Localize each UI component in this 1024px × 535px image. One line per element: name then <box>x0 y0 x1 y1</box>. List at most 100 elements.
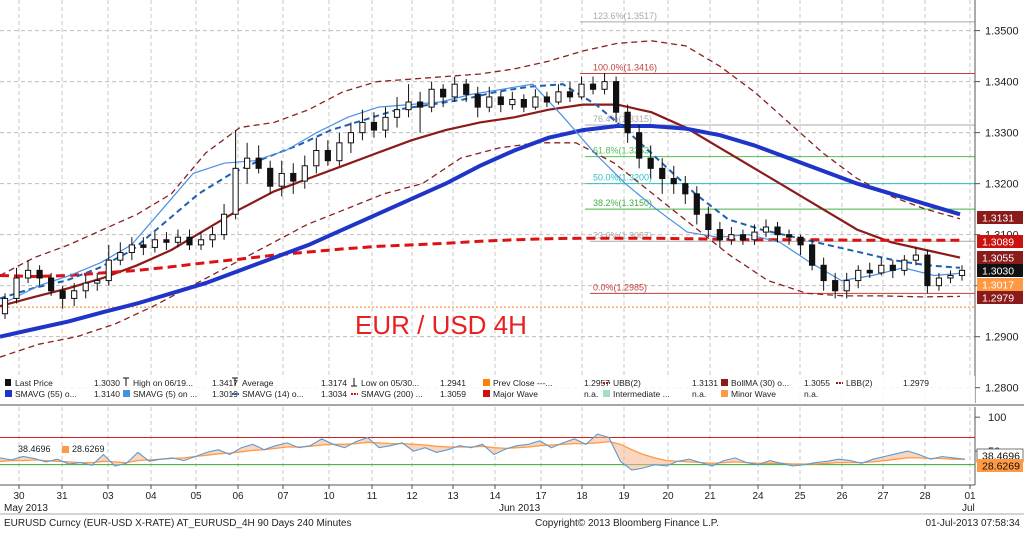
candle-body <box>797 236 804 246</box>
axis-tick-label: 1.3400 <box>985 77 1019 89</box>
grid-layer <box>0 0 975 485</box>
candle-body <box>382 116 389 131</box>
day-label: 07 <box>277 491 289 502</box>
price-tag-box <box>977 264 1023 277</box>
legend-value: 1.2941 <box>440 378 466 388</box>
day-label: 03 <box>102 491 114 502</box>
price-tag-box <box>977 291 1023 304</box>
legend-swatch <box>721 390 728 397</box>
candle-body <box>520 98 527 108</box>
day-label: 05 <box>190 491 202 502</box>
candle-body <box>359 121 366 134</box>
candle-body <box>693 193 700 215</box>
candlestick-series <box>1 72 966 319</box>
day-label: 25 <box>794 491 806 502</box>
day-label: 11 <box>367 491 378 502</box>
candle-body <box>705 213 712 231</box>
candle-body <box>624 111 631 134</box>
candle-body <box>24 269 32 279</box>
fibonacci-levels: 123.6%(1.3517) 100.0%(1.3416) 76.4%(1.3315… <box>580 11 975 294</box>
axis-tick-label: 1.3300 <box>985 128 1019 140</box>
price-tag-label: 1.3089 <box>982 237 1014 249</box>
day-label: 27 <box>877 491 889 502</box>
ma-line-sma5 <box>7 83 966 302</box>
month-label: May 2013 <box>4 503 48 514</box>
legend-label: Prev Close ---... <box>493 378 553 388</box>
legend-value: 1.3059 <box>440 389 466 399</box>
legend-label: Intermediate ... <box>613 389 670 399</box>
candle-body <box>509 98 516 106</box>
candle-body <box>48 277 55 292</box>
candle-body <box>497 96 504 106</box>
candle-body <box>889 264 896 271</box>
oscillator-background <box>0 407 975 485</box>
candle-body <box>924 254 931 287</box>
candle-body <box>313 149 320 167</box>
candle-body <box>670 178 677 185</box>
legend-label: LBB(2) <box>846 378 873 388</box>
candle-body <box>267 167 274 187</box>
candle-body <box>843 280 850 292</box>
candle-body <box>1 297 9 315</box>
fib-label: 100.0%(1.3416) <box>593 62 657 72</box>
legend-value: 1.3034 <box>321 389 347 399</box>
osc-fast-line <box>0 433 966 471</box>
candle-body <box>935 277 943 287</box>
candle-body <box>463 83 470 95</box>
candle-body <box>739 234 747 241</box>
price-axis: 1.35001.34001.33001.32001.31001.30001.29… <box>974 0 1024 403</box>
footer-copyright: Copyright© 2013 Bloomberg Finance L.P. <box>535 518 719 529</box>
axis-tick-label: 1.3200 <box>985 179 1019 191</box>
osc-tick-label: 100 <box>988 412 1006 424</box>
candle-body <box>855 269 862 282</box>
footer-timestamp: 01-Jul-2013 07:58:34 <box>925 518 1020 529</box>
ma-line-bollma <box>0 103 961 308</box>
axis-tick-label: 1.3500 <box>985 26 1019 38</box>
candle-body <box>947 274 954 279</box>
candle-body <box>820 264 827 282</box>
legend-value: 1.3131 <box>692 378 718 388</box>
candle-body <box>728 234 735 241</box>
footer: EURUSD Curncy (EUR-USD X-RATE) AT_EURUSD… <box>4 518 1020 529</box>
candle-body <box>186 236 193 246</box>
candle-body <box>94 280 101 284</box>
candle-body <box>290 172 297 182</box>
candle-body <box>336 142 343 162</box>
candle-body <box>428 88 435 108</box>
candle-body <box>751 231 758 241</box>
price-tag-label: 1.3131 <box>982 213 1014 225</box>
legend-swatch <box>483 390 490 397</box>
osc-legend-slow: 28.6269 <box>72 444 105 454</box>
price-tag-box <box>977 235 1023 248</box>
candle-body <box>636 132 643 159</box>
legend-swatch <box>483 379 490 386</box>
legend-label: UBB(2) <box>613 378 641 388</box>
osc-value-label: 28.6269 <box>982 461 1020 473</box>
instrument-label: EUR / USD 4H <box>355 310 527 340</box>
legend-swatch <box>603 390 610 397</box>
candle-body <box>647 157 654 169</box>
candle-body <box>589 83 597 90</box>
legend-value: n.a. <box>692 389 706 399</box>
fib-label: 123.6%(1.3517) <box>593 11 657 21</box>
candle-body <box>440 88 447 98</box>
ma-line-ubb <box>0 40 961 277</box>
legend-label: SMAVG (14) o... <box>242 389 304 399</box>
fib-label: 50.0%(1.3200) <box>593 173 652 183</box>
candle-body <box>451 83 458 98</box>
osc-legend-fast: 38.4696 <box>18 444 51 454</box>
month-label: Jun 2013 <box>499 503 541 514</box>
price-tag-box <box>977 278 1023 291</box>
fib-label: 76.4%(1.3315) <box>593 114 652 124</box>
day-label: 24 <box>752 491 764 502</box>
legend-label: BollMA (30) o... <box>731 378 789 388</box>
day-label: 14 <box>489 491 501 502</box>
day-label: 13 <box>447 491 459 502</box>
legend-label: SMAVG (200) ... <box>361 389 423 399</box>
candle-body <box>659 167 666 180</box>
day-label: 20 <box>662 491 674 502</box>
day-label: 04 <box>145 491 157 502</box>
candle-body <box>878 264 885 274</box>
price-tag-label: 1.3030 <box>982 266 1014 278</box>
candle-body <box>866 269 873 274</box>
